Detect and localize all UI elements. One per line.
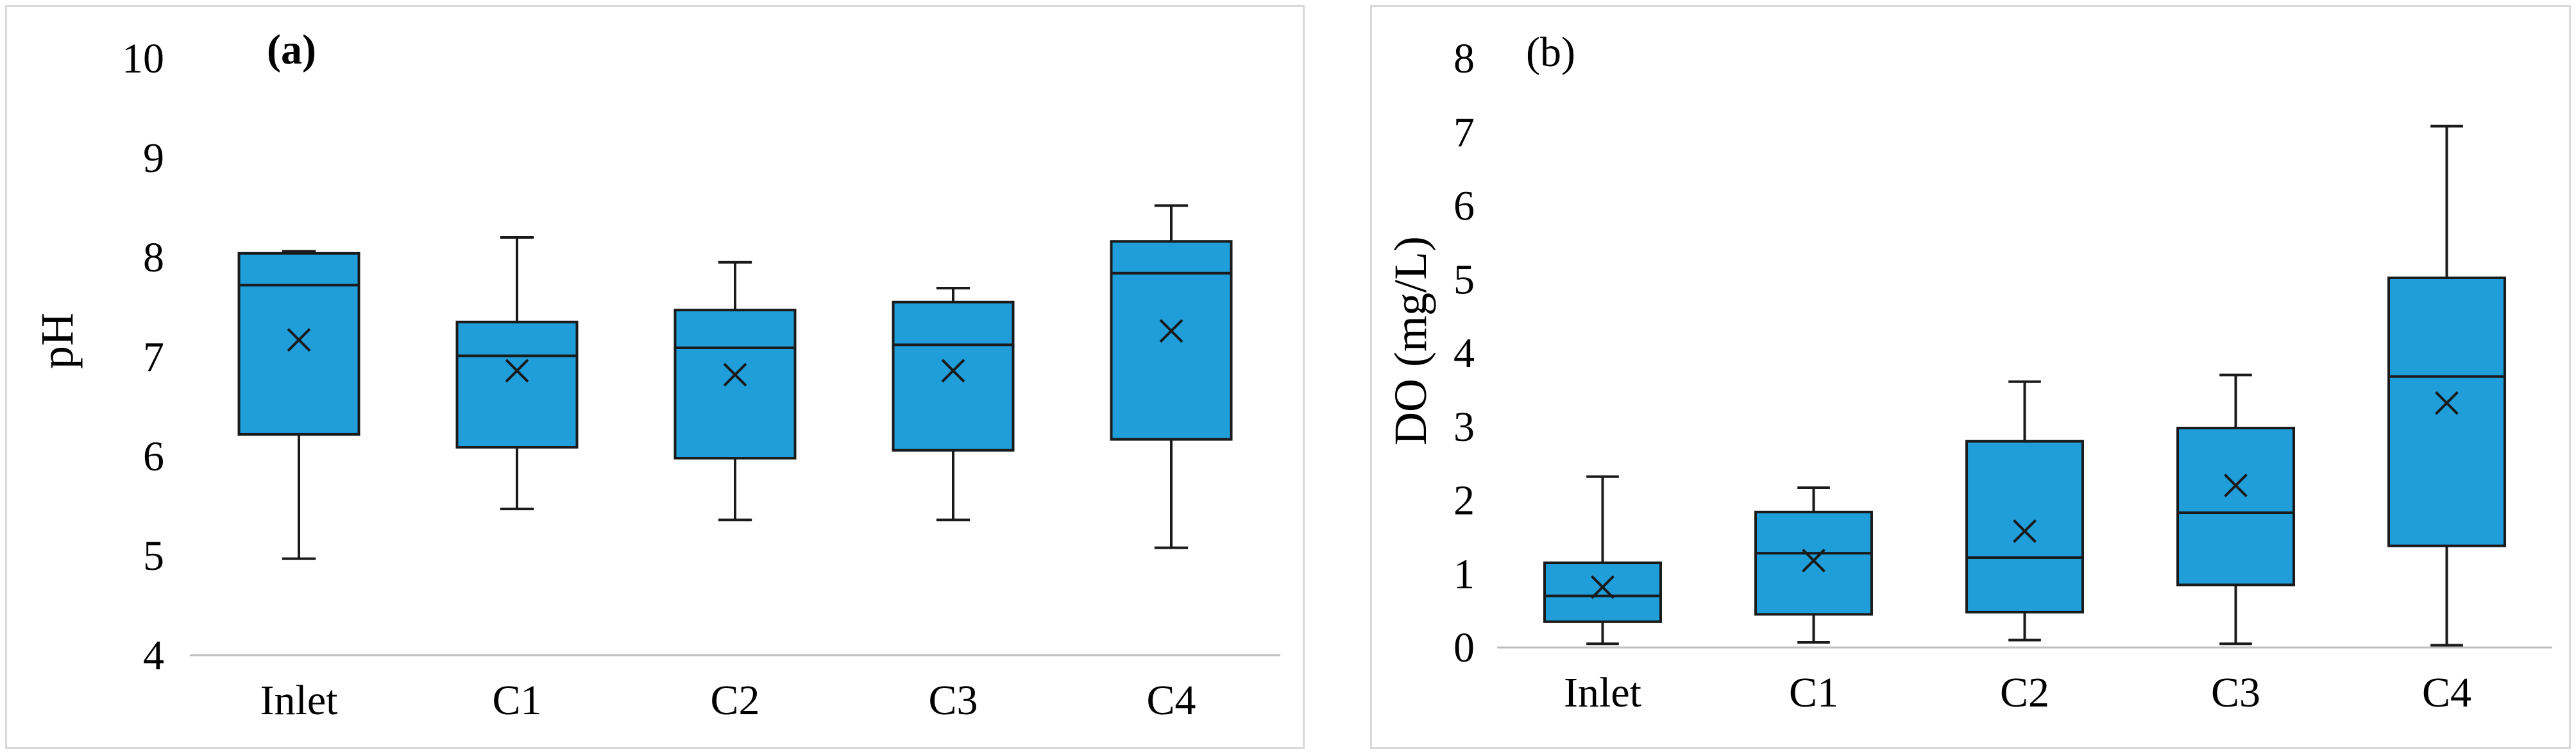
y-tick-label: 4 [143,632,164,679]
mean-marker [1591,575,1614,599]
x-tick-label: C2 [2000,669,2049,716]
mean-marker [723,363,747,387]
y-tick-label: 4 [1453,330,1475,377]
x-tick-label: Inlet [260,677,338,724]
y-axis-title: pH [31,313,83,369]
x-tick-label: C1 [1789,669,1838,716]
do-boxplot: (b) DO (mg/L) 0 1 2 3 4 5 6 7 8 Inlet C1 C2 C3 C4 [1385,29,2552,716]
mean-marker [2013,519,2037,544]
box-c3 [2176,373,2295,646]
iqr-box [455,320,579,449]
iqr-box [1110,240,1233,441]
box-c4 [1110,204,1233,549]
chart-panel-b: (b) DO (mg/L) 0 1 2 3 4 5 6 7 8 Inlet C1 C2 C3 C4 [1370,5,2571,749]
y-tick-label: 5 [1453,256,1475,303]
y-tick-label: 3 [1453,404,1475,450]
x-tick-label: C4 [1146,677,1196,724]
y-tick-label: 7 [143,334,164,381]
y-tick-label: 2 [1453,477,1475,524]
panel-label: (b) [1526,29,1575,76]
mean-marker [287,328,311,352]
box-c2 [1965,380,2084,642]
iqr-box [2387,276,2506,547]
chart-panel-a: (a) pH 4 5 6 7 8 9 10 Inlet C1 C2 C3 C4 [5,5,1305,749]
iqr-box [1543,561,1662,623]
y-tick-label: 6 [143,433,164,480]
y-tick-label: 10 [122,35,164,82]
mean-marker [941,359,965,383]
box-c2 [674,261,797,522]
iqr-box [237,252,360,436]
x-tick-label: C4 [2422,669,2471,716]
iqr-box [1754,510,1873,616]
y-tick-label: 8 [143,234,164,281]
x-tick-label: Inlet [1564,669,1641,716]
panel-label: (a) [267,26,316,73]
mean-marker [1159,319,1183,343]
y-tick-label: 1 [1453,551,1475,597]
y-tick-label: 6 [1453,183,1475,230]
y-axis-title: DO (mg/L) [1385,236,1436,445]
y-tick-label: 5 [143,533,164,579]
y-tick-label: 7 [1453,109,1475,156]
mean-marker [2435,391,2459,415]
x-tick-label: C3 [2211,669,2260,716]
iqr-box [2176,427,2295,587]
x-tick-label: C3 [928,677,978,724]
box-inlet [1543,475,1662,646]
y-tick-label: 8 [1453,35,1475,82]
mean-marker [505,359,529,383]
mean-marker [1802,549,1826,573]
mean-marker [2224,474,2248,497]
x-tick-label: C1 [492,677,541,724]
ph-boxplot: (a) pH 4 5 6 7 8 9 10 Inlet C1 C2 C3 C4 [31,26,1280,724]
iqr-box [1965,440,2084,613]
box-inlet [237,250,360,560]
box-c4 [2387,124,2506,647]
iqr-box [674,309,797,460]
box-c1 [455,236,579,511]
iqr-box [892,300,1015,452]
y-tick-label: 9 [143,135,164,182]
box-c1 [1754,486,1873,644]
box-c3 [892,287,1015,522]
y-tick-label: 0 [1453,624,1475,671]
x-tick-label: C2 [710,677,759,724]
